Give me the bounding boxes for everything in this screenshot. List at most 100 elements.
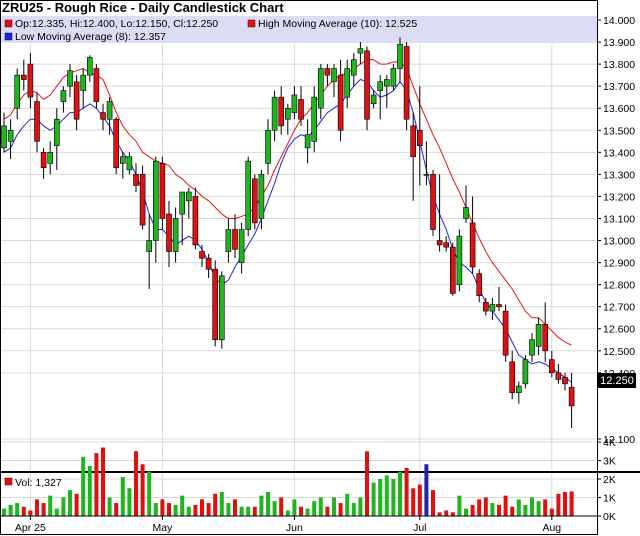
volume-bar <box>338 503 343 516</box>
volume-bar <box>219 491 224 516</box>
date-tick-label: Jul <box>413 522 426 534</box>
volume-bar <box>292 499 297 516</box>
candle-body <box>410 125 417 158</box>
volume-bar <box>378 479 383 516</box>
candle-body <box>463 207 469 219</box>
candle-body <box>449 246 456 294</box>
volume-bar <box>530 497 534 516</box>
price-tick-label: 13.100 <box>603 213 635 225</box>
candle-body <box>370 94 377 105</box>
ohlc-marker <box>4 19 13 28</box>
volume-bar <box>345 493 350 516</box>
candle-body <box>258 174 265 219</box>
volume-bar <box>444 510 449 516</box>
volume-bar <box>107 497 112 516</box>
candle-body <box>27 63 34 98</box>
candle-body <box>529 339 535 356</box>
candle-body <box>186 191 192 202</box>
volume-bar <box>543 499 548 516</box>
volume-bar <box>193 504 198 516</box>
volume-bar <box>556 493 561 516</box>
candle-body <box>100 112 106 120</box>
candle-body <box>456 235 463 285</box>
volume-bar <box>371 482 376 516</box>
candle-body <box>120 156 126 164</box>
candle-body <box>317 68 324 109</box>
candle-body <box>390 68 397 87</box>
volume-bar <box>549 508 554 516</box>
high-ma-marker <box>247 19 256 28</box>
volume-bar <box>285 510 290 516</box>
volume-label: Vol: 1,327 <box>15 477 62 489</box>
candle-body <box>146 240 152 252</box>
high-ma-label: High Moving Average (10): 12.525 <box>258 18 417 30</box>
candle-body <box>469 222 476 268</box>
last-price-box <box>598 373 636 388</box>
price-tick-label: 12.700 <box>603 302 635 314</box>
candle-body <box>416 129 423 146</box>
candle-body <box>232 229 238 250</box>
candle-body <box>159 163 166 219</box>
candle-body <box>7 129 14 142</box>
candle-body <box>245 160 251 230</box>
low-ma-marker <box>4 32 13 41</box>
candle-body <box>515 385 522 393</box>
volume-bar <box>398 471 402 516</box>
volume-bar <box>87 466 92 516</box>
chart-title: ZRU25 - Rough Rice - Daily Candlestick C… <box>2 0 284 15</box>
candle-body <box>509 361 516 393</box>
candle-body <box>199 251 205 259</box>
volume-bar <box>167 503 171 516</box>
volume-bar <box>411 488 416 516</box>
price-tick-label: 13.800 <box>603 59 635 71</box>
volume-bar <box>431 490 435 516</box>
candle-body <box>357 48 364 54</box>
volume-bar <box>516 499 521 516</box>
candle-body <box>522 359 529 385</box>
candle-body <box>67 70 73 87</box>
candle-body <box>265 129 271 164</box>
price-tick-label: 13.400 <box>603 147 635 159</box>
candle-body <box>1 125 7 149</box>
volume-bar <box>536 501 541 516</box>
volume-bar <box>61 497 66 516</box>
volume-bar <box>299 506 303 516</box>
candle-body <box>324 68 331 76</box>
volume-tick-label: 1K <box>603 493 616 505</box>
candle-body <box>304 134 311 149</box>
candle-body <box>298 99 304 120</box>
date-axis: Apr 25 May Jun Jul Aug <box>1 515 597 534</box>
price-tick-label: 13.700 <box>603 81 635 93</box>
volume-bar <box>68 490 72 516</box>
volume-bar <box>569 491 574 516</box>
volume-bar <box>510 506 515 516</box>
candle-body <box>482 301 489 312</box>
volume-bar <box>490 503 495 516</box>
candle-body <box>139 174 146 226</box>
candle-body <box>350 59 357 76</box>
candle-body <box>212 268 218 341</box>
price-tick-label: 13.300 <box>603 169 635 181</box>
candle-body <box>87 57 93 76</box>
volume-bar <box>54 508 59 516</box>
candle-body <box>403 46 410 120</box>
volume-bar <box>503 495 508 516</box>
volume-bar <box>140 464 145 516</box>
candle-body <box>47 152 54 164</box>
last-price-label: 12.250 <box>600 375 634 387</box>
candle-body <box>430 174 436 230</box>
price-tick-label: 12.900 <box>603 258 635 270</box>
volume-bar <box>252 506 257 516</box>
candle-body <box>284 107 291 120</box>
price-tick-label: 12.500 <box>603 346 635 358</box>
volume-bar <box>351 503 356 516</box>
volume-bar <box>424 464 429 516</box>
volume-bar <box>305 508 310 516</box>
candle-body <box>34 101 40 142</box>
candle-body <box>153 160 159 241</box>
candle-body <box>106 101 113 120</box>
volume-bar <box>233 499 237 516</box>
volume-bar <box>226 503 231 516</box>
candle-body <box>436 240 443 246</box>
volume-bar <box>477 499 482 516</box>
